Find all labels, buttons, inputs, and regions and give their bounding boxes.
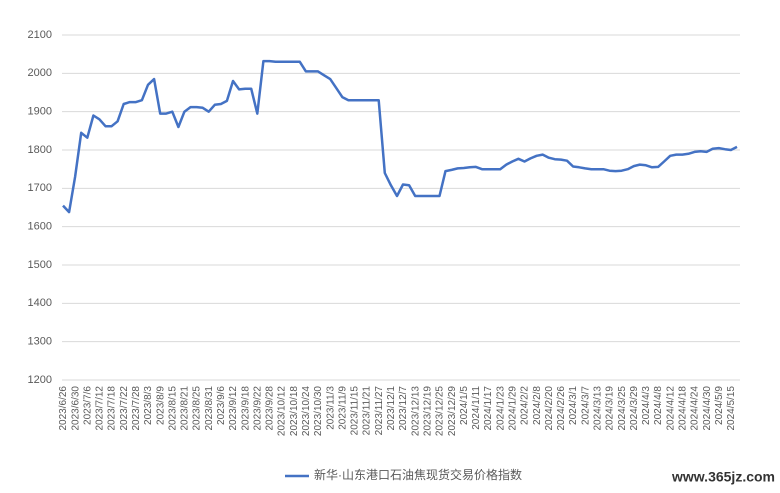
x-tick-label: 2024/3/25 [617, 386, 628, 431]
x-tick-label: 2023/9/12 [228, 386, 239, 431]
x-tick-label: 2023/11/15 [350, 386, 361, 436]
x-tick-label: 2023/12/19 [422, 386, 433, 436]
x-tick-label: 2023/8/31 [204, 386, 215, 431]
x-tick-label: 2023/12/7 [398, 386, 409, 431]
x-tick-label: 2023/12/13 [410, 386, 421, 436]
x-tick-label: 2024/2/8 [532, 386, 543, 425]
y-tick-label: 1300 [28, 336, 52, 348]
x-tick-label: 2023/9/22 [252, 386, 263, 431]
x-tick-label: 2024/1/29 [507, 386, 518, 431]
watermark: www.365jz.com [671, 469, 775, 485]
x-tick-label: 2024/4/12 [665, 386, 676, 431]
x-tick-label: 2024/1/11 [471, 386, 482, 430]
x-tick-label: 2023/9/18 [240, 386, 251, 431]
x-tick-label: 2024/1/23 [495, 386, 506, 431]
x-tick-label: 2024/3/13 [592, 386, 603, 431]
x-tick-label: 2024/4/18 [677, 386, 688, 431]
y-tick-label: 2100 [28, 29, 52, 41]
x-tick-label: 2024/4/8 [653, 386, 664, 425]
x-tick-label: 2023/12/25 [435, 386, 446, 436]
x-tick-label: 2024/3/7 [580, 386, 591, 425]
x-tick-label: 2024/4/24 [690, 386, 701, 431]
x-tick-label: 2024/1/5 [459, 386, 470, 425]
x-tick-label: 2024/2/2 [520, 386, 531, 425]
line-series [62, 59, 738, 214]
y-tick-label: 1500 [28, 259, 52, 271]
x-tick-label: 2023/7/12 [95, 386, 106, 431]
x-tick-label: 2023/7/28 [131, 386, 142, 431]
y-tick-label: 1900 [28, 106, 52, 118]
x-tick-label: 2023/8/3 [143, 386, 154, 425]
y-tick-label: 1800 [28, 144, 52, 156]
x-tick-label: 2024/2/26 [556, 386, 567, 431]
x-tick-label: 2023/7/18 [107, 386, 118, 431]
y-tick-label: 2000 [28, 67, 52, 79]
x-tick-label: 2023/7/22 [119, 386, 130, 431]
x-tick-label: 2024/4/30 [702, 386, 713, 431]
x-tick-label: 2023/8/21 [180, 386, 191, 431]
y-tick-label: 1400 [28, 297, 52, 309]
x-tick-label: 2023/11/27 [374, 386, 385, 436]
x-tick-label: 2023/10/12 [277, 386, 288, 436]
x-tick-label: 2023/7/6 [82, 386, 93, 425]
x-tick-label: 2024/3/1 [568, 386, 579, 425]
x-tick-label: 2023/12/1 [386, 386, 397, 431]
x-tick-label: 2023/9/6 [216, 386, 227, 425]
x-tick-label: 2023/8/9 [155, 386, 166, 425]
x-tick-label: 2023/10/24 [301, 386, 312, 436]
x-tick-label: 2024/4/3 [641, 386, 652, 425]
x-tick-label: 2023/6/26 [58, 386, 69, 431]
legend-label: 新华·山东港口石油焦现货交易价格指数 [314, 467, 522, 482]
x-tick-label: 2023/10/30 [313, 386, 324, 436]
x-tick-label: 2024/3/19 [605, 386, 616, 431]
x-tick-label: 2023/11/3 [325, 386, 336, 430]
x-tick-label: 2024/5/9 [714, 386, 725, 425]
x-tick-label: 2023/11/9 [337, 386, 348, 430]
y-tick-label: 1600 [28, 221, 52, 233]
x-tick-label: 2024/1/17 [483, 386, 494, 431]
x-tick-label: 2024/5/15 [726, 386, 737, 431]
x-tick-label: 2023/9/28 [265, 386, 276, 431]
x-tick-label: 2024/2/20 [544, 386, 555, 431]
x-tick-label: 2024/3/29 [629, 386, 640, 431]
y-tick-label: 1200 [28, 374, 52, 386]
x-tick-label: 2023/12/29 [447, 386, 458, 436]
x-tick-label: 2023/6/30 [70, 386, 81, 431]
x-tick-label: 2023/8/25 [192, 386, 203, 431]
y-tick-label: 1700 [28, 182, 52, 194]
x-tick-label: 2023/10/18 [289, 386, 300, 436]
x-tick-label: 2023/8/15 [167, 386, 178, 431]
x-tick-label: 2023/11/21 [362, 386, 373, 436]
